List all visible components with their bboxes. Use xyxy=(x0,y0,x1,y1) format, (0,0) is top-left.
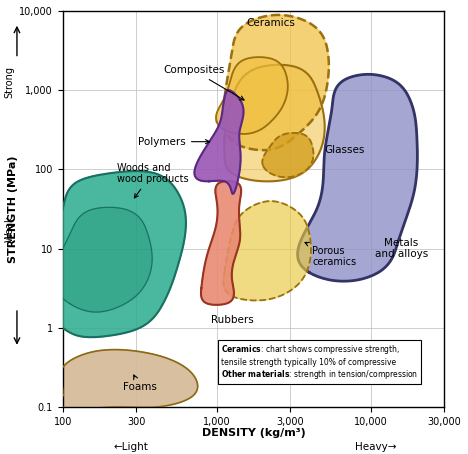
Text: ←Light: ←Light xyxy=(114,442,149,452)
Text: Composites: Composites xyxy=(163,65,244,100)
Polygon shape xyxy=(216,57,288,134)
Polygon shape xyxy=(53,207,152,312)
Text: Heavy→: Heavy→ xyxy=(355,442,396,452)
Polygon shape xyxy=(201,181,241,305)
Text: Woods and
wood products: Woods and wood products xyxy=(117,163,188,198)
Text: Porous
ceramics: Porous ceramics xyxy=(305,242,356,267)
Text: Rubbers: Rubbers xyxy=(211,315,254,325)
Text: $\bf{Ceramics}$: chart shows compressive strength,
tensile strength typically 10: $\bf{Ceramics}$: chart shows compressive… xyxy=(221,343,418,381)
Polygon shape xyxy=(194,90,243,194)
Polygon shape xyxy=(60,350,197,410)
X-axis label: DENSITY (kg/m³): DENSITY (kg/m³) xyxy=(202,428,305,438)
Polygon shape xyxy=(298,74,417,281)
Text: Ceramics: Ceramics xyxy=(246,18,295,28)
Y-axis label: STRENGTH (MPa): STRENGTH (MPa) xyxy=(8,155,18,263)
Text: Foams: Foams xyxy=(123,375,157,392)
Polygon shape xyxy=(40,171,186,337)
Text: Polymers: Polymers xyxy=(138,137,210,147)
Text: Strong: Strong xyxy=(4,66,15,98)
Polygon shape xyxy=(262,133,314,178)
Polygon shape xyxy=(223,201,311,301)
Text: Weak: Weak xyxy=(4,216,15,242)
Polygon shape xyxy=(223,15,329,150)
Text: Glasses: Glasses xyxy=(324,144,365,155)
Polygon shape xyxy=(224,65,325,182)
Text: Metals
and alloys: Metals and alloys xyxy=(375,238,428,259)
